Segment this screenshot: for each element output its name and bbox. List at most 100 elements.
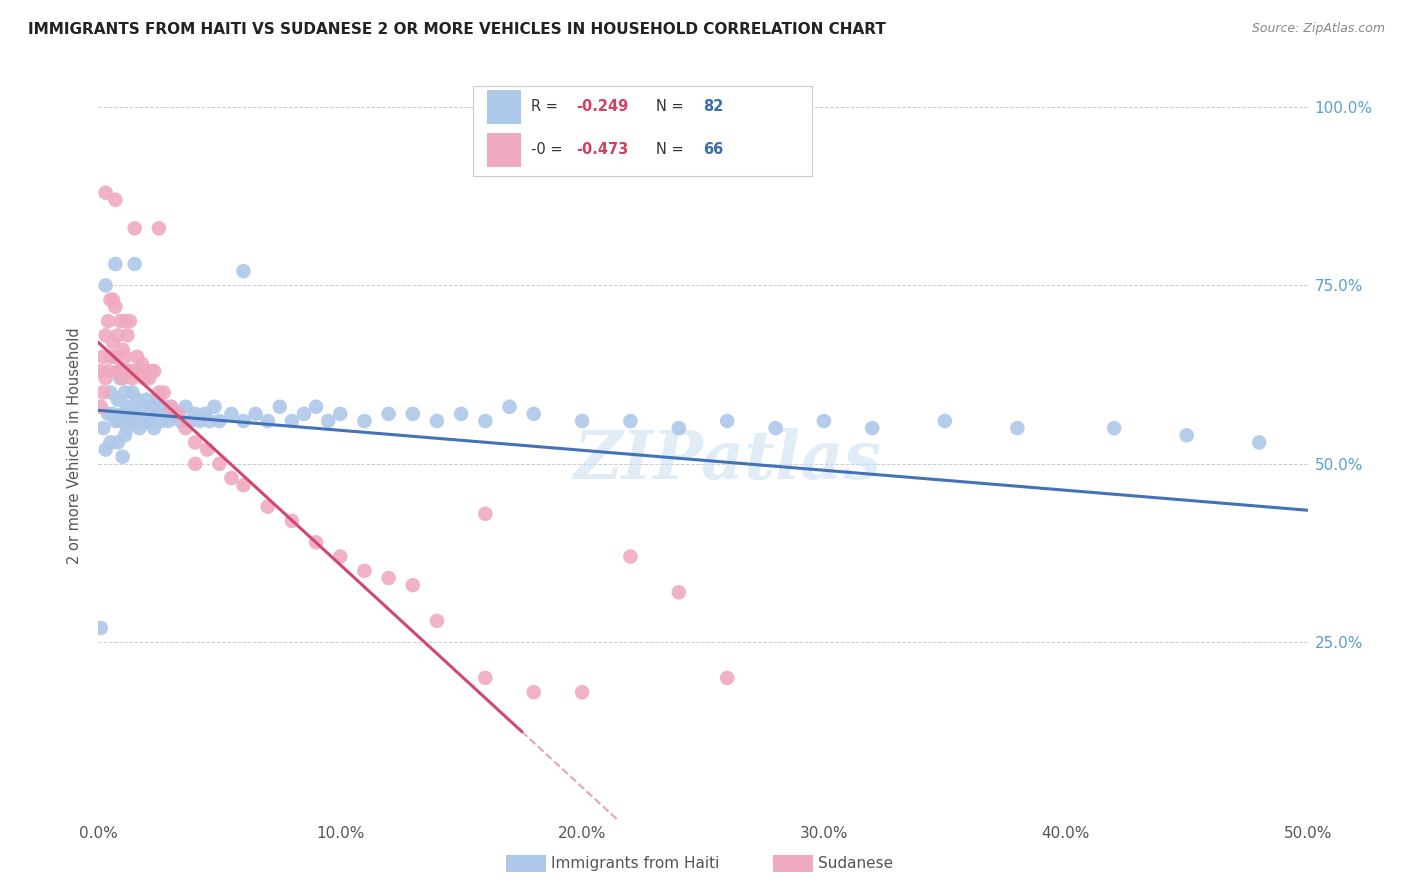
Point bbox=[121, 371, 143, 385]
Point bbox=[1007, 421, 1029, 435]
Point bbox=[292, 407, 315, 421]
Point bbox=[101, 293, 124, 307]
Point bbox=[281, 514, 304, 528]
Point bbox=[305, 400, 328, 414]
Point bbox=[118, 407, 141, 421]
Point bbox=[108, 364, 131, 378]
Point bbox=[204, 400, 226, 414]
Point bbox=[860, 421, 883, 435]
Point bbox=[107, 328, 129, 343]
Point bbox=[100, 435, 122, 450]
Point bbox=[377, 571, 399, 585]
Point bbox=[135, 392, 157, 407]
Point bbox=[118, 314, 141, 328]
Point bbox=[1249, 435, 1271, 450]
Point bbox=[160, 400, 183, 414]
Point bbox=[152, 385, 174, 400]
Point bbox=[148, 221, 170, 235]
Point bbox=[194, 407, 217, 421]
Point bbox=[90, 621, 112, 635]
Point bbox=[281, 414, 304, 428]
Point bbox=[124, 364, 146, 378]
Point bbox=[232, 478, 254, 492]
Text: Sudanese: Sudanese bbox=[818, 856, 893, 871]
Point bbox=[111, 407, 134, 421]
Point bbox=[114, 314, 136, 328]
Point bbox=[474, 671, 496, 685]
Point bbox=[94, 186, 117, 200]
Point bbox=[195, 442, 218, 457]
Point bbox=[108, 314, 131, 328]
Point bbox=[138, 414, 160, 428]
Point bbox=[571, 414, 593, 428]
Y-axis label: 2 or more Vehicles in Household: 2 or more Vehicles in Household bbox=[67, 327, 83, 565]
Point bbox=[118, 364, 141, 378]
Point bbox=[111, 343, 134, 357]
Point bbox=[316, 414, 339, 428]
Point bbox=[148, 392, 170, 407]
Point bbox=[426, 414, 449, 428]
Point bbox=[167, 407, 190, 421]
Point bbox=[143, 364, 166, 378]
Point bbox=[208, 457, 231, 471]
Point bbox=[155, 407, 177, 421]
Point bbox=[174, 421, 197, 435]
Point bbox=[101, 407, 124, 421]
Point bbox=[117, 421, 139, 435]
Point bbox=[668, 421, 690, 435]
Point bbox=[269, 400, 291, 414]
Point bbox=[114, 428, 136, 442]
Point bbox=[1175, 428, 1198, 442]
Point bbox=[108, 371, 131, 385]
Point bbox=[165, 407, 187, 421]
Point bbox=[474, 507, 496, 521]
Point bbox=[668, 585, 690, 599]
Point bbox=[124, 221, 146, 235]
Point bbox=[150, 414, 173, 428]
Point bbox=[90, 364, 112, 378]
Point bbox=[426, 614, 449, 628]
Point bbox=[157, 414, 180, 428]
Point bbox=[1102, 421, 1125, 435]
Point bbox=[124, 407, 146, 421]
Point bbox=[128, 421, 150, 435]
Point bbox=[160, 400, 183, 414]
Point bbox=[134, 414, 156, 428]
Point bbox=[114, 350, 136, 364]
Point bbox=[91, 421, 114, 435]
Point bbox=[138, 371, 160, 385]
Point bbox=[716, 671, 738, 685]
Point bbox=[179, 414, 201, 428]
Point bbox=[104, 350, 127, 364]
Point bbox=[100, 385, 122, 400]
Point bbox=[353, 414, 375, 428]
Point bbox=[245, 407, 267, 421]
Point bbox=[765, 421, 787, 435]
Point bbox=[208, 414, 231, 428]
Point bbox=[121, 414, 143, 428]
Point bbox=[91, 385, 114, 400]
Point bbox=[131, 357, 153, 371]
Point bbox=[184, 457, 207, 471]
Point bbox=[108, 414, 131, 428]
Point bbox=[121, 385, 143, 400]
Point bbox=[117, 400, 139, 414]
Point bbox=[221, 471, 243, 485]
Point bbox=[256, 414, 278, 428]
Point bbox=[107, 392, 129, 407]
Point bbox=[152, 400, 174, 414]
Point bbox=[474, 414, 496, 428]
Point bbox=[198, 414, 221, 428]
Point bbox=[94, 278, 117, 293]
Text: Source: ZipAtlas.com: Source: ZipAtlas.com bbox=[1251, 22, 1385, 36]
Point bbox=[97, 407, 120, 421]
Point bbox=[232, 414, 254, 428]
Point bbox=[114, 385, 136, 400]
Point bbox=[329, 549, 352, 564]
Point bbox=[127, 350, 149, 364]
Point bbox=[90, 400, 112, 414]
Point bbox=[188, 414, 211, 428]
Point bbox=[571, 685, 593, 699]
Point bbox=[232, 264, 254, 278]
Point bbox=[107, 364, 129, 378]
